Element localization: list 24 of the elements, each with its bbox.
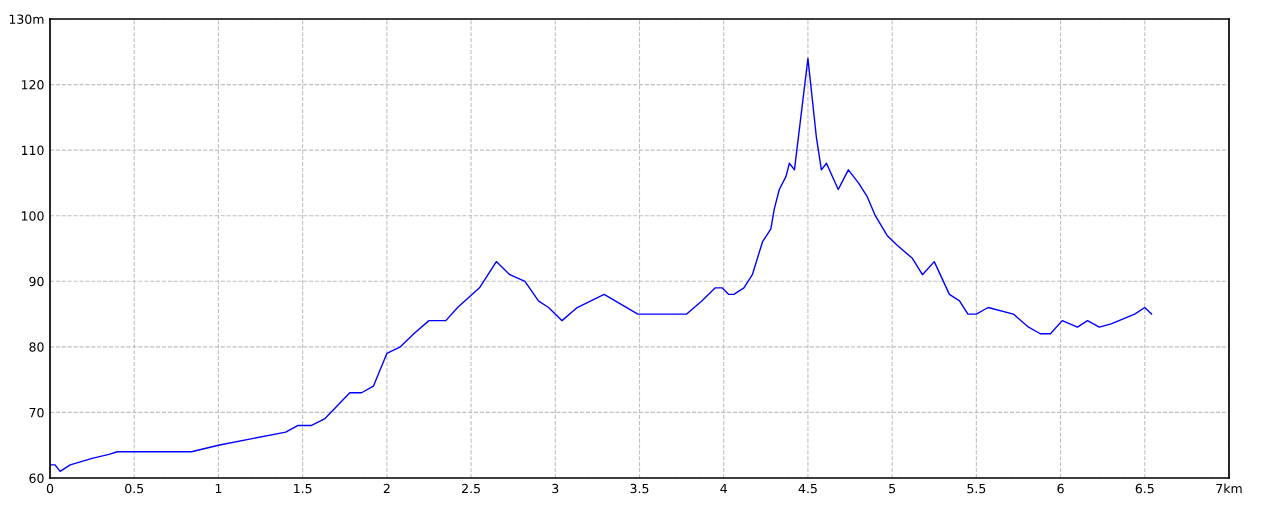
y-tick-label: 80 (29, 342, 44, 352)
x-tick-label: 0.5 (125, 483, 144, 494)
x-tick-label: 2.5 (462, 483, 480, 494)
y-tick-label: 90 (29, 276, 44, 287)
x-tick-label: 4 (720, 483, 727, 494)
x-tick-label: 1 (215, 483, 222, 494)
y-tick-label: 120 (21, 80, 44, 90)
y-tick-label: 70 (29, 407, 44, 418)
x-tick-label: 4.5 (798, 483, 817, 494)
x-tick-label: 6.5 (1135, 483, 1154, 494)
line-series (50, 57, 1153, 473)
x-tick-label: 5 (889, 483, 896, 494)
x-tick-label: 6 (1057, 483, 1064, 494)
x-tick-label: 2 (383, 483, 390, 494)
x-tick-label: 5.5 (967, 483, 986, 494)
x-tick-label: 3.5 (630, 483, 649, 494)
y-tick-label: 130m (9, 14, 44, 24)
y-tick-label: 60 (29, 473, 44, 483)
x-tick-label: 0 (46, 483, 54, 494)
x-tick-label: 7km (1216, 483, 1242, 494)
x-tick-label: 3 (552, 483, 559, 494)
y-tick-label: 110 (21, 145, 44, 156)
y-tick-label: 100 (21, 211, 44, 221)
x-tick-label: 1.5 (294, 483, 312, 494)
